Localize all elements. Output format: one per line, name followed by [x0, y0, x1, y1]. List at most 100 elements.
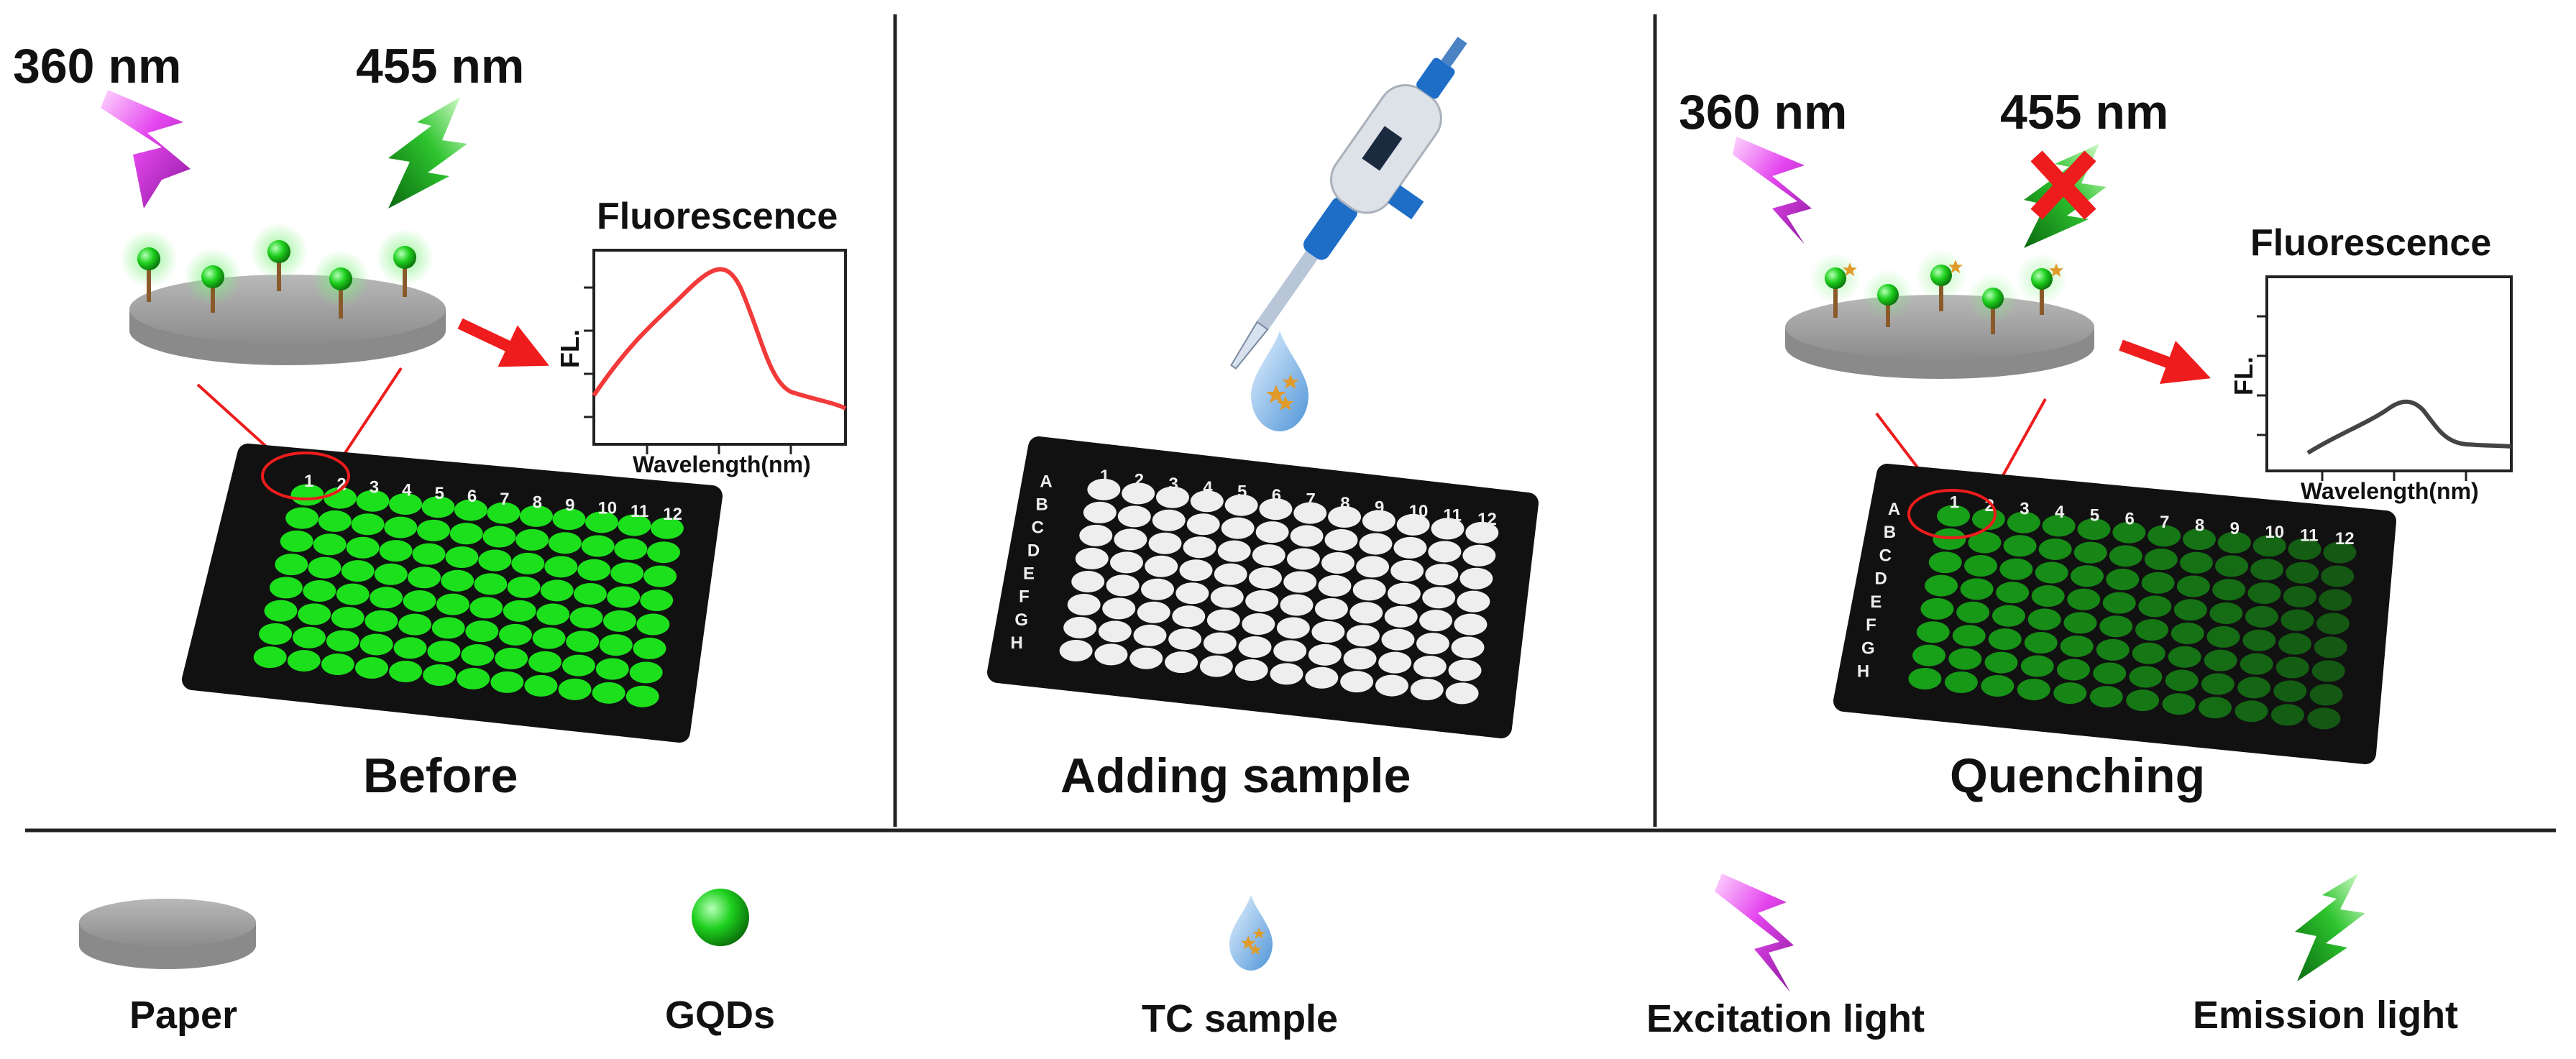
- plate-well: [287, 650, 321, 672]
- plate-well: [1346, 625, 1380, 647]
- plate-well: [1448, 659, 1482, 682]
- plate-well: [280, 530, 313, 552]
- plate-well: [599, 634, 633, 656]
- plate-well: [457, 667, 490, 689]
- plate-well: [1172, 605, 1206, 628]
- plate-well: [1059, 639, 1093, 661]
- row-label: F: [1866, 615, 1876, 635]
- plate-well: [1234, 659, 1268, 681]
- column-label: 9: [2230, 519, 2240, 538]
- plate-well: [436, 593, 469, 615]
- plate-well: [1175, 582, 1209, 605]
- column-label: 11: [2300, 526, 2318, 545]
- plate-well: [2165, 669, 2199, 692]
- column-label: 12: [663, 505, 682, 524]
- panel-before: 1 2 3 4 5 6 7 8 9 10 11 12: [101, 90, 847, 743]
- plate-well: [379, 540, 413, 562]
- plate-well: [650, 517, 684, 539]
- plate-well: [1259, 498, 1293, 521]
- plate-well: [2240, 653, 2273, 675]
- plate-well: [318, 510, 352, 532]
- plate-well: [427, 641, 461, 663]
- plate-well: [595, 658, 629, 680]
- plate-well: [1390, 559, 1424, 582]
- legend-icons: [79, 874, 2365, 992]
- column-label: 4: [402, 481, 412, 500]
- plate-well: [1352, 579, 1386, 601]
- plate-well: [1937, 505, 1971, 527]
- plate-well: [548, 532, 582, 554]
- plate-well: [569, 607, 603, 629]
- plate-well: [259, 623, 293, 645]
- row-label: B: [1035, 495, 1048, 515]
- plate-well: [269, 577, 303, 599]
- column-label: 5: [435, 484, 444, 503]
- pipette-icon: [1230, 37, 1467, 370]
- plate-well: [487, 502, 521, 524]
- plate-well: [2017, 679, 2050, 701]
- microplate-1: 1 2 3 4 5 6 7 8 9 10 11 12: [182, 444, 723, 743]
- plate-well: [2027, 608, 2061, 631]
- plate-well: [354, 657, 388, 679]
- plate-well: [1981, 675, 2014, 697]
- plate-well: [1273, 640, 1307, 662]
- plate-well: [2162, 693, 2196, 715]
- emission-label-before: 455 nm: [356, 39, 525, 93]
- plate-well: [482, 526, 516, 548]
- plate-well: [1984, 651, 2018, 674]
- plate-well: [1075, 547, 1109, 569]
- plate-well: [2003, 535, 2037, 557]
- plate-well: [298, 603, 331, 625]
- plate-well: [1928, 551, 1962, 574]
- row-label: H: [1857, 662, 1869, 682]
- fluorescence-title-before: Fluorescence: [597, 196, 838, 237]
- row-label: D: [1027, 541, 1040, 561]
- fluorescence-curve: [592, 267, 847, 411]
- column-label: 11: [631, 502, 648, 521]
- plate-well: [2099, 615, 2133, 638]
- column-label: 11: [1443, 505, 1461, 525]
- plate-well: [643, 565, 677, 587]
- legend-label-emission: Emission light: [2193, 994, 2459, 1037]
- plate-well: [577, 559, 611, 581]
- plate-well: [2179, 551, 2213, 574]
- column-label: 6: [467, 487, 477, 506]
- plate-well: [1956, 601, 1990, 623]
- plate-well: [1152, 509, 1186, 531]
- plate-well: [1129, 647, 1163, 669]
- plate-well: [1952, 625, 1986, 647]
- result-arrow: [457, 318, 549, 367]
- plate-well: [1996, 582, 2030, 604]
- plate-well: [498, 623, 532, 646]
- plate-well: [2323, 541, 2357, 564]
- row-label: F: [1019, 587, 1030, 607]
- plate-well: [558, 678, 592, 700]
- plate-well: [1359, 533, 1393, 555]
- column-label: 12: [2335, 529, 2355, 549]
- plate-well: [2245, 605, 2278, 628]
- plate-well: [614, 538, 648, 560]
- column-label: 7: [500, 490, 509, 509]
- plate-well: [524, 674, 558, 697]
- plate-well: [2129, 666, 2163, 688]
- plate-well: [536, 603, 570, 625]
- plate-well: [1422, 587, 1456, 609]
- plate-well: [1305, 666, 1339, 689]
- plate-well: [2314, 636, 2347, 659]
- plate-well: [1117, 505, 1151, 528]
- plate-well: [1290, 525, 1324, 547]
- plate-well: [1378, 651, 1412, 674]
- plate-well: [2237, 677, 2271, 699]
- plate-well: [1314, 597, 1348, 620]
- plate-well: [403, 590, 436, 612]
- column-label: 10: [2265, 523, 2284, 542]
- plate-well: [1122, 482, 1155, 505]
- plate-well: [1920, 597, 1954, 620]
- plate-well: [1098, 620, 1132, 643]
- plate-well: [1114, 528, 1147, 551]
- plate-well: [2067, 588, 2101, 610]
- plate-well: [1321, 551, 1355, 574]
